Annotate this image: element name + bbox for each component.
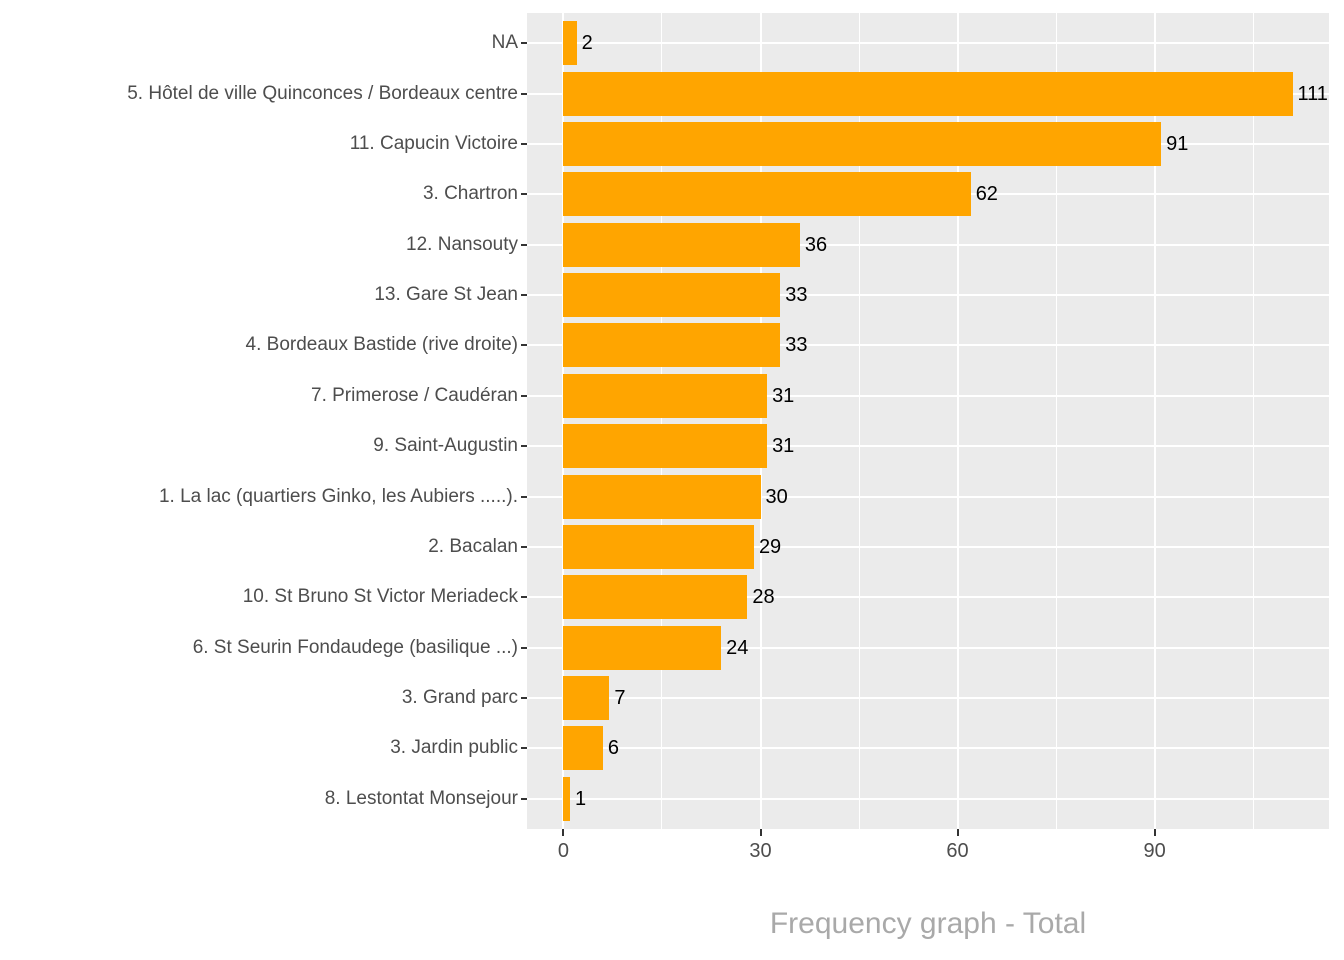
gridline-major-y (527, 545, 1329, 548)
bar-value-label: 7 (614, 687, 626, 710)
gridline-major-y (527, 596, 1329, 599)
chart-title: Frequency graph - Total (769, 907, 1087, 940)
gridline-major-y (527, 797, 1329, 800)
bar (563, 474, 761, 519)
gridline-major-y (527, 445, 1329, 448)
gridline-major-y (527, 42, 1329, 45)
bar (563, 222, 800, 267)
bar (563, 71, 1293, 116)
bar-value-label: 33 (785, 284, 808, 307)
gridline-minor-x (1252, 13, 1254, 829)
y-tick-mark (521, 697, 527, 700)
gridline-major-y (527, 495, 1329, 498)
bar-value-label: 31 (772, 384, 795, 407)
y-tick-mark (521, 193, 527, 196)
x-tick-label: 60 (946, 840, 969, 862)
bar (563, 273, 781, 318)
y-axis-label: 7. Primerose / Caudéran (311, 384, 518, 406)
y-axis-label: 6. St Seurin Fondaudege (basilique ...) (192, 636, 518, 658)
gridline-major-y (527, 394, 1329, 397)
bar-value-label: 31 (772, 435, 795, 458)
x-tick-mark (956, 829, 959, 836)
y-axis-label: 13. Gare St Jean (374, 284, 518, 306)
x-tick-label: 90 (1143, 840, 1166, 862)
bar (563, 21, 577, 66)
bar (563, 323, 781, 368)
x-tick-mark (759, 829, 762, 836)
gridline-major-y (527, 294, 1329, 297)
y-tick-mark (521, 797, 527, 800)
y-axis-label: 3. Grand parc (401, 687, 518, 709)
x-tick-label: 30 (749, 840, 772, 862)
bar (563, 424, 768, 469)
y-axis-label: 12. Nansouty (406, 233, 518, 255)
bar (563, 373, 768, 418)
bar-value-label: 36 (804, 233, 828, 256)
bar-value-label: 29 (758, 535, 782, 558)
y-tick-mark (521, 42, 527, 45)
y-tick-mark (521, 142, 527, 145)
y-axis-label: 5. Hôtel de ville Quinconces / Bordeaux … (127, 82, 518, 104)
gridline-major-y (527, 747, 1329, 750)
gridline-minor-x (858, 13, 860, 829)
y-tick-mark (521, 294, 527, 297)
y-axis-label: 10. St Bruno St Victor Meriadeck (242, 586, 518, 608)
y-axis-label: 3. Jardin public (390, 737, 518, 759)
y-tick-mark (521, 646, 527, 649)
y-tick-mark (521, 495, 527, 498)
bar-value-label: 24 (726, 636, 749, 659)
x-tick-mark (562, 829, 565, 836)
bar (563, 172, 971, 217)
y-axis-label: 4. Bordeaux Bastide (rive droite) (245, 334, 518, 356)
bar-value-label: 1 (575, 787, 587, 810)
y-tick-mark (521, 596, 527, 599)
bar (563, 625, 722, 670)
gridline-major-y (527, 646, 1329, 649)
y-tick-mark (521, 92, 527, 95)
bar-value-label: 2 (581, 32, 593, 55)
bar (563, 121, 1162, 166)
y-axis-label: 11. Capucin Victoire (349, 132, 518, 154)
bar-value-label: 6 (607, 737, 619, 760)
gridline-major-x (956, 13, 959, 829)
x-tick-mark (1153, 829, 1156, 836)
bar-value-label: 28 (752, 586, 775, 609)
y-tick-mark (521, 394, 527, 397)
y-axis-label: 3. Chartron (422, 183, 518, 205)
y-tick-mark (521, 747, 527, 750)
y-tick-mark (521, 445, 527, 448)
bar (563, 726, 603, 771)
y-tick-mark (521, 344, 527, 347)
y-axis-label: 1. La lac (quartiers Ginko, les Aubiers … (158, 485, 518, 507)
gridline-major-y (527, 697, 1329, 700)
y-axis-label: 2. Bacalan (428, 535, 518, 557)
x-tick-label: 0 (557, 840, 570, 862)
gridline-major-x (1153, 13, 1156, 829)
gridline-minor-x (661, 13, 663, 829)
gridline-major-y (527, 344, 1329, 347)
bar (563, 676, 610, 721)
y-tick-mark (521, 243, 527, 246)
bar-value-label: 111 (1297, 82, 1328, 105)
bar (563, 776, 571, 821)
bar-value-label: 30 (765, 485, 788, 508)
bar-value-label: 91 (1166, 132, 1189, 155)
bar-value-label: 33 (785, 334, 808, 357)
bar (563, 575, 748, 620)
gridline-minor-x (1055, 13, 1057, 829)
bar-value-label: 62 (975, 183, 998, 206)
gridline-major-x (759, 13, 762, 829)
bar (563, 524, 754, 569)
y-axis-label: NA (491, 32, 518, 54)
y-axis-label: 8. Lestontat Monsejour (324, 787, 518, 809)
y-tick-mark (521, 545, 527, 548)
gridline-major-y (527, 243, 1329, 246)
gridline-major-x (562, 13, 565, 829)
y-axis-label: 9. Saint-Augustin (373, 435, 518, 457)
